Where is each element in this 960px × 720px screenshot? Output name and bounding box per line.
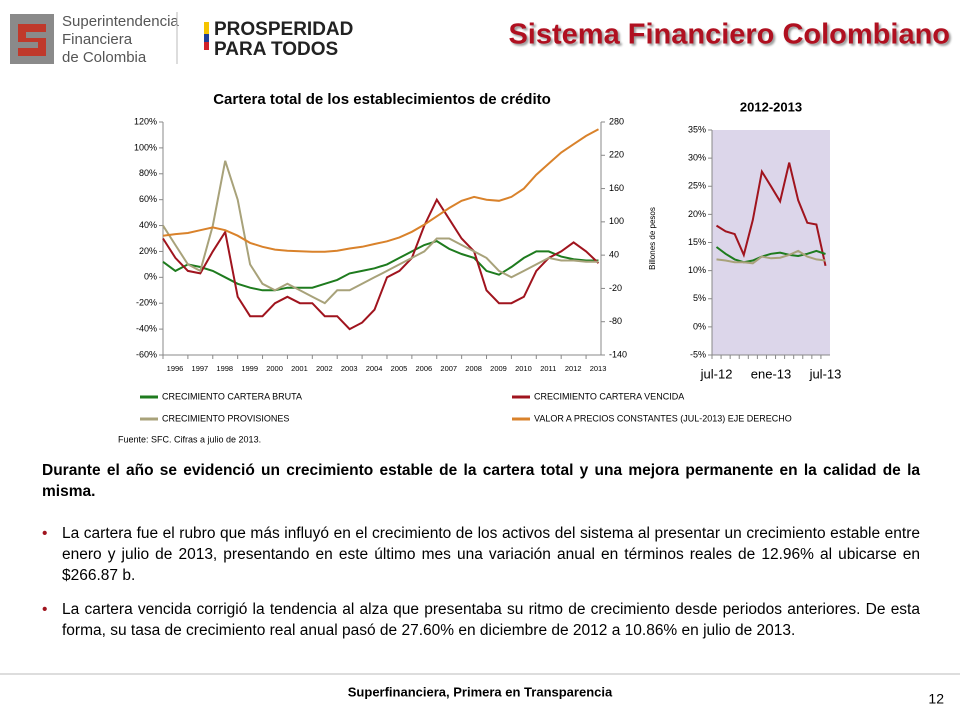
- series-line: [715, 246, 826, 264]
- series-line: [716, 249, 826, 265]
- logo-text: Financiera: [62, 31, 133, 48]
- x-tick-label: 2010: [515, 364, 532, 373]
- x-tick-label: ene-13: [751, 366, 791, 381]
- x-tick-label: 1997: [192, 364, 209, 373]
- series-line: [162, 197, 600, 331]
- x-tick-label: 2009: [490, 364, 507, 373]
- y-tick-label: 40: [609, 250, 619, 260]
- flag: [204, 42, 209, 50]
- x-tick-label: 2013: [590, 364, 607, 373]
- x-tick-label: jul-12: [700, 366, 733, 381]
- x-tick-label: 2000: [266, 364, 283, 373]
- y-tick-label: -5%: [690, 349, 706, 359]
- y-tick-label: -20: [609, 283, 622, 293]
- y-tick-label: -80: [609, 316, 622, 326]
- x-tick-label: 2011: [540, 364, 556, 373]
- x-tick-label: 2012: [565, 364, 582, 373]
- legend-label: CRECIMIENTO PROVISIONES: [162, 413, 289, 423]
- bullet: • La cartera vencida corrigió la tendenci…: [42, 601, 920, 639]
- chart-title: Cartera total de los establecimientos de…: [213, 91, 551, 108]
- chart-title: 2012-2013: [740, 99, 802, 114]
- flag: [204, 34, 209, 42]
- legend-label: CRECIMIENTO CARTERA VENCIDA: [534, 391, 684, 401]
- brand-text: PARA TODOS: [214, 39, 338, 60]
- slide-title: Sistema Financiero Colombiano: [508, 19, 950, 51]
- y-tick-label: 15%: [688, 237, 706, 247]
- y-tick-label: 35%: [688, 124, 706, 134]
- x-tick-label: 2004: [366, 364, 383, 373]
- flag: [204, 22, 209, 34]
- x-tick-label: 2006: [416, 364, 433, 373]
- bullet: • La cartera fue el rubro que más influyó…: [42, 525, 920, 584]
- plot-background: [712, 130, 830, 355]
- y-tick-label: -40%: [136, 323, 157, 333]
- y-tick-label: 0%: [144, 272, 157, 282]
- x-tick-label: 2003: [341, 364, 358, 373]
- y-tick-label: 220: [609, 150, 624, 160]
- y2-axis-label: Billones de pesos: [648, 207, 657, 270]
- y-tick-label: 5%: [693, 293, 706, 303]
- y-tick-label: 30%: [688, 153, 706, 163]
- footer-slogan: Superfinanciera, Primera en Transparenci…: [348, 684, 613, 699]
- y-tick-label: 20%: [139, 246, 157, 256]
- series-line: [715, 162, 827, 267]
- y-tick-label: 60%: [139, 194, 157, 204]
- logo-text: de Colombia: [62, 49, 147, 66]
- intro: Durante el año se evidenció un crecimien…: [42, 462, 920, 500]
- y-tick-label: 100%: [134, 142, 157, 152]
- y-tick-label: -60%: [136, 349, 157, 359]
- logo-s: [18, 24, 46, 56]
- y-tick-label: 160: [609, 183, 624, 193]
- x-tick-label: 2001: [291, 364, 308, 373]
- y-tick-label: 280: [609, 116, 624, 126]
- y-tick-label: -140: [609, 349, 627, 359]
- series-line: [162, 128, 599, 253]
- x-tick-label: 1998: [216, 364, 233, 373]
- y-tick-label: 80%: [139, 168, 157, 178]
- series-line: [162, 160, 599, 305]
- x-tick-label: 2008: [465, 364, 482, 373]
- legend-label: CRECIMIENTO CARTERA BRUTA: [162, 391, 302, 401]
- x-tick-label: 1996: [167, 364, 184, 373]
- x-tick-label: 2002: [316, 364, 333, 373]
- y-tick-label: 25%: [688, 181, 706, 191]
- legend-label: VALOR A PRECIOS CONSTANTES (JUL-2013) EJ…: [534, 413, 792, 423]
- y-tick-label: 100: [609, 216, 624, 226]
- x-tick-label: 2007: [440, 364, 457, 373]
- y-tick-label: 20%: [688, 209, 706, 219]
- y-tick-label: 10%: [688, 265, 706, 275]
- y-tick-label: -20%: [136, 298, 157, 308]
- brand-text: PROSPERIDAD: [214, 19, 353, 40]
- source-note: Fuente: SFC. Cifras a julio de 2013.: [118, 434, 261, 444]
- page-number: 12: [928, 691, 944, 707]
- x-tick-label: jul-13: [809, 366, 842, 381]
- x-tick-label: 2005: [391, 364, 408, 373]
- y-tick-label: 120%: [134, 116, 157, 126]
- y-tick-label: 0%: [693, 321, 706, 331]
- bullet-text: La cartera vencida corrigió la tendencia…: [62, 601, 920, 639]
- y-tick-label: 40%: [139, 220, 157, 230]
- x-tick-label: 1999: [241, 364, 258, 373]
- bullet-text: La cartera fue el rubro que más influyó …: [62, 525, 920, 584]
- logo-text: Superintendencia: [62, 13, 179, 30]
